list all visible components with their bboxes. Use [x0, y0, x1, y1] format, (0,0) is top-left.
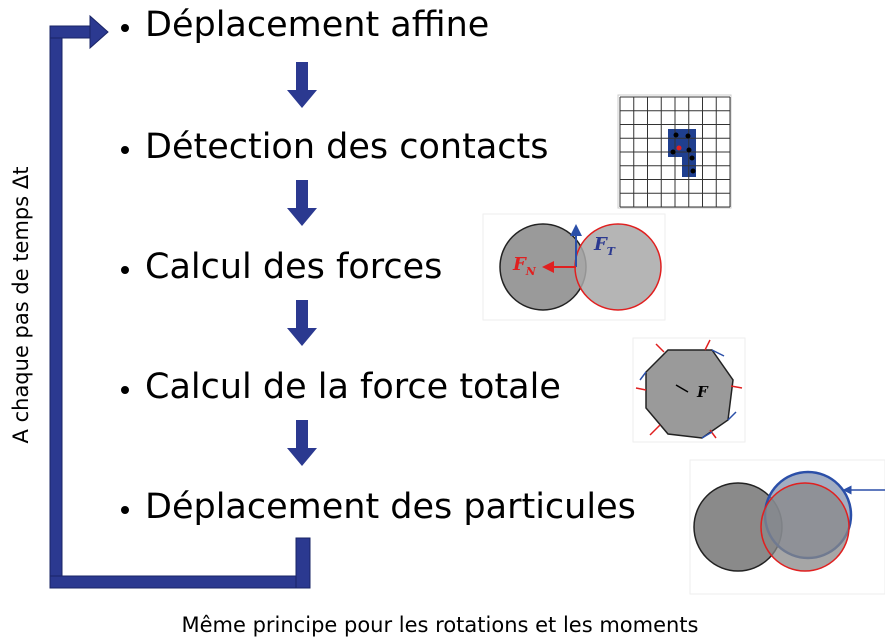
displacement-figure [690, 460, 885, 594]
side-label: A chaque pas de temps Δt [9, 167, 33, 444]
contact-forces-figure: FN FT [483, 214, 665, 320]
contact-grid [618, 95, 731, 208]
step: Détection des contacts [145, 127, 548, 167]
force-label: F [593, 234, 608, 255]
force-label: F [512, 254, 527, 275]
force-subscript: N [525, 265, 537, 278]
footer: Même principe pour les rotations et les … [181, 613, 698, 637]
step: Déplacement affine [145, 5, 489, 45]
force-subscript: T [607, 245, 616, 258]
step: Déplacement des particules [145, 487, 636, 527]
step: Calcul des forces [145, 247, 442, 287]
force-label: F [696, 383, 709, 401]
step: Calcul de la force totale [145, 367, 561, 407]
slide: Déplacement affine Détection des contact… [0, 0, 885, 642]
total-force-figure: F [633, 338, 745, 442]
bullets [121, 24, 129, 514]
